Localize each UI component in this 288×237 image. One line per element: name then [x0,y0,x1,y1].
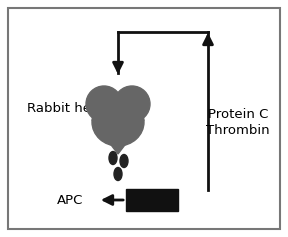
Polygon shape [92,120,144,154]
Text: APC: APC [57,193,83,206]
Ellipse shape [92,98,144,146]
Ellipse shape [120,155,128,168]
Ellipse shape [109,151,117,164]
Text: Rabbit heart: Rabbit heart [26,101,109,114]
Circle shape [86,86,122,122]
Ellipse shape [114,168,122,181]
Bar [126,189,178,211]
Circle shape [114,86,150,122]
Text: Protein C
Thrombin: Protein C Thrombin [206,108,270,137]
